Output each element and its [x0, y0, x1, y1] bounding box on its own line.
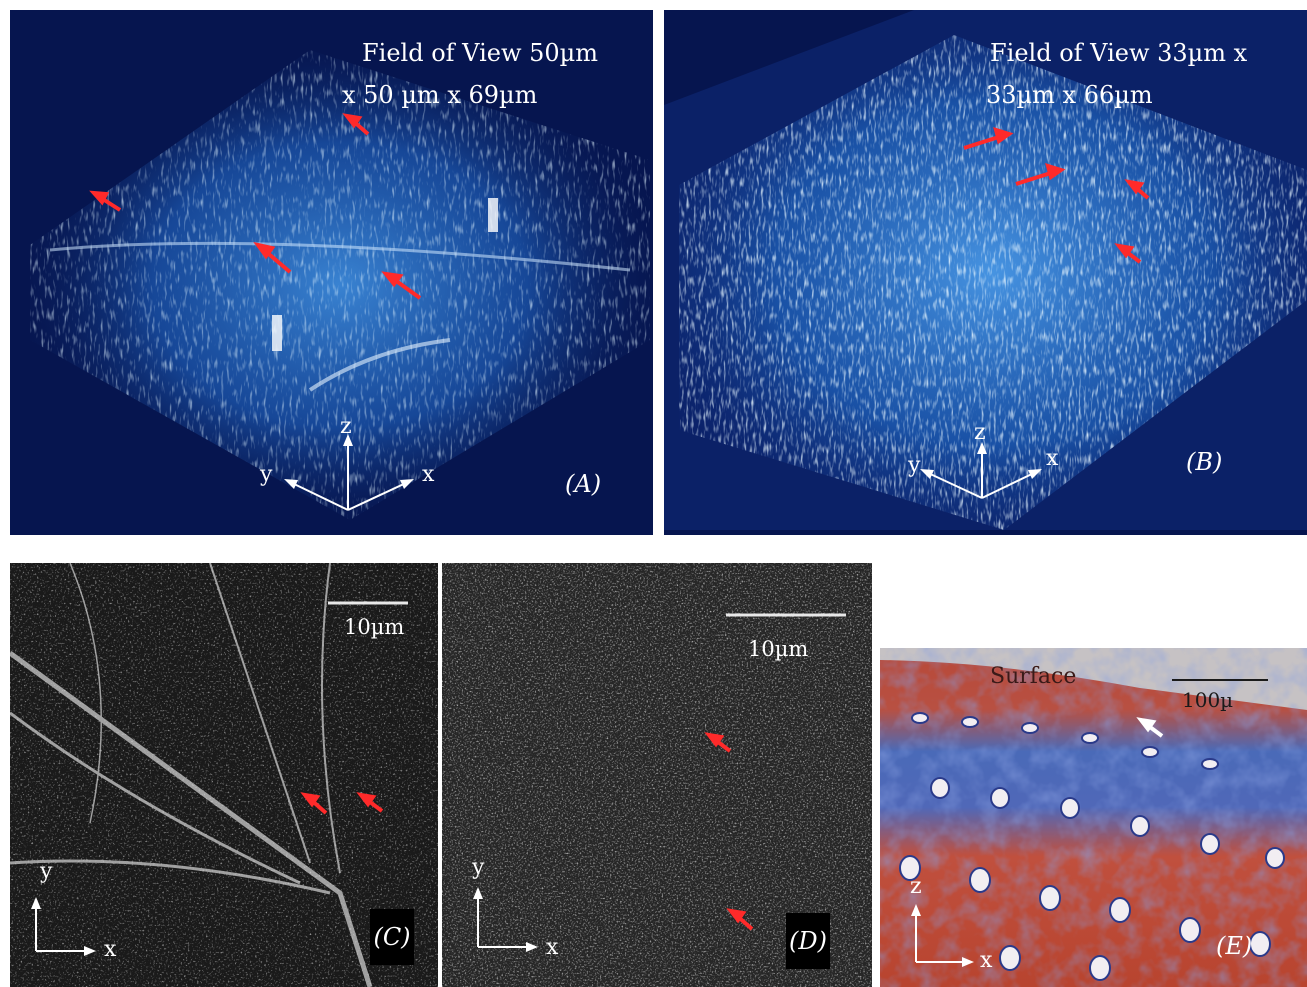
panel-c-axis-x-label: x [104, 937, 117, 962]
panel-b: Field of View 33µm x 33µm x 66µm z y x (… [664, 10, 1307, 535]
panel-e-axis-x-label: x [980, 948, 993, 973]
panel-b-tag: (B) [1186, 448, 1223, 476]
panel-e-surface-label: Surface [990, 664, 1077, 689]
panel-c-image [10, 563, 438, 987]
panel-a-fov-line1: Field of View 50µm [362, 39, 599, 67]
panel-a-axis-x-label: x [422, 462, 435, 487]
panel-b-axis-x-label: x [1046, 446, 1059, 471]
panel-b-axis-y-label: y [908, 453, 921, 478]
panel-e-axis-z-label: z [910, 874, 922, 899]
panel-a-fov-line2: x 50 µm x 69µm [342, 81, 538, 109]
panel-e: Surface 100µ z x (E) [880, 648, 1307, 987]
panel-b-image [664, 10, 1307, 530]
panel-e-tag: (E) [1216, 932, 1253, 960]
panel-c-tag: (C) [370, 909, 414, 965]
panel-a-axis-y-label: y [260, 462, 273, 487]
panel-c-scale-label: 10µm [344, 615, 405, 639]
panel-e-image [880, 660, 1307, 987]
panel-e-scale-label: 100µ [1182, 688, 1234, 712]
panel-b-fov-line1: Field of View 33µm x [990, 39, 1248, 67]
panel-b-axis-z-label: z [974, 420, 986, 445]
panel-d: 10µm y x (D) [442, 563, 872, 987]
panel-c: 10µm y x (C) [10, 563, 438, 987]
panel-a: Field of View 50µm x 50 µm x 69µm z y x … [10, 10, 653, 535]
panel-a-axis-z-label: z [340, 414, 352, 439]
panel-d-axis-x-label: x [546, 935, 559, 960]
panel-b-fov-line2: 33µm x 66µm [986, 81, 1153, 109]
panel-a-image [30, 50, 650, 520]
panel-d-axis-y-label: y [472, 855, 485, 880]
panel-d-tag: (D) [786, 913, 830, 969]
panel-c-axis-y-label: y [40, 859, 53, 884]
panel-a-tag: (A) [565, 470, 602, 498]
panel-d-scale-label: 10µm [748, 637, 809, 661]
